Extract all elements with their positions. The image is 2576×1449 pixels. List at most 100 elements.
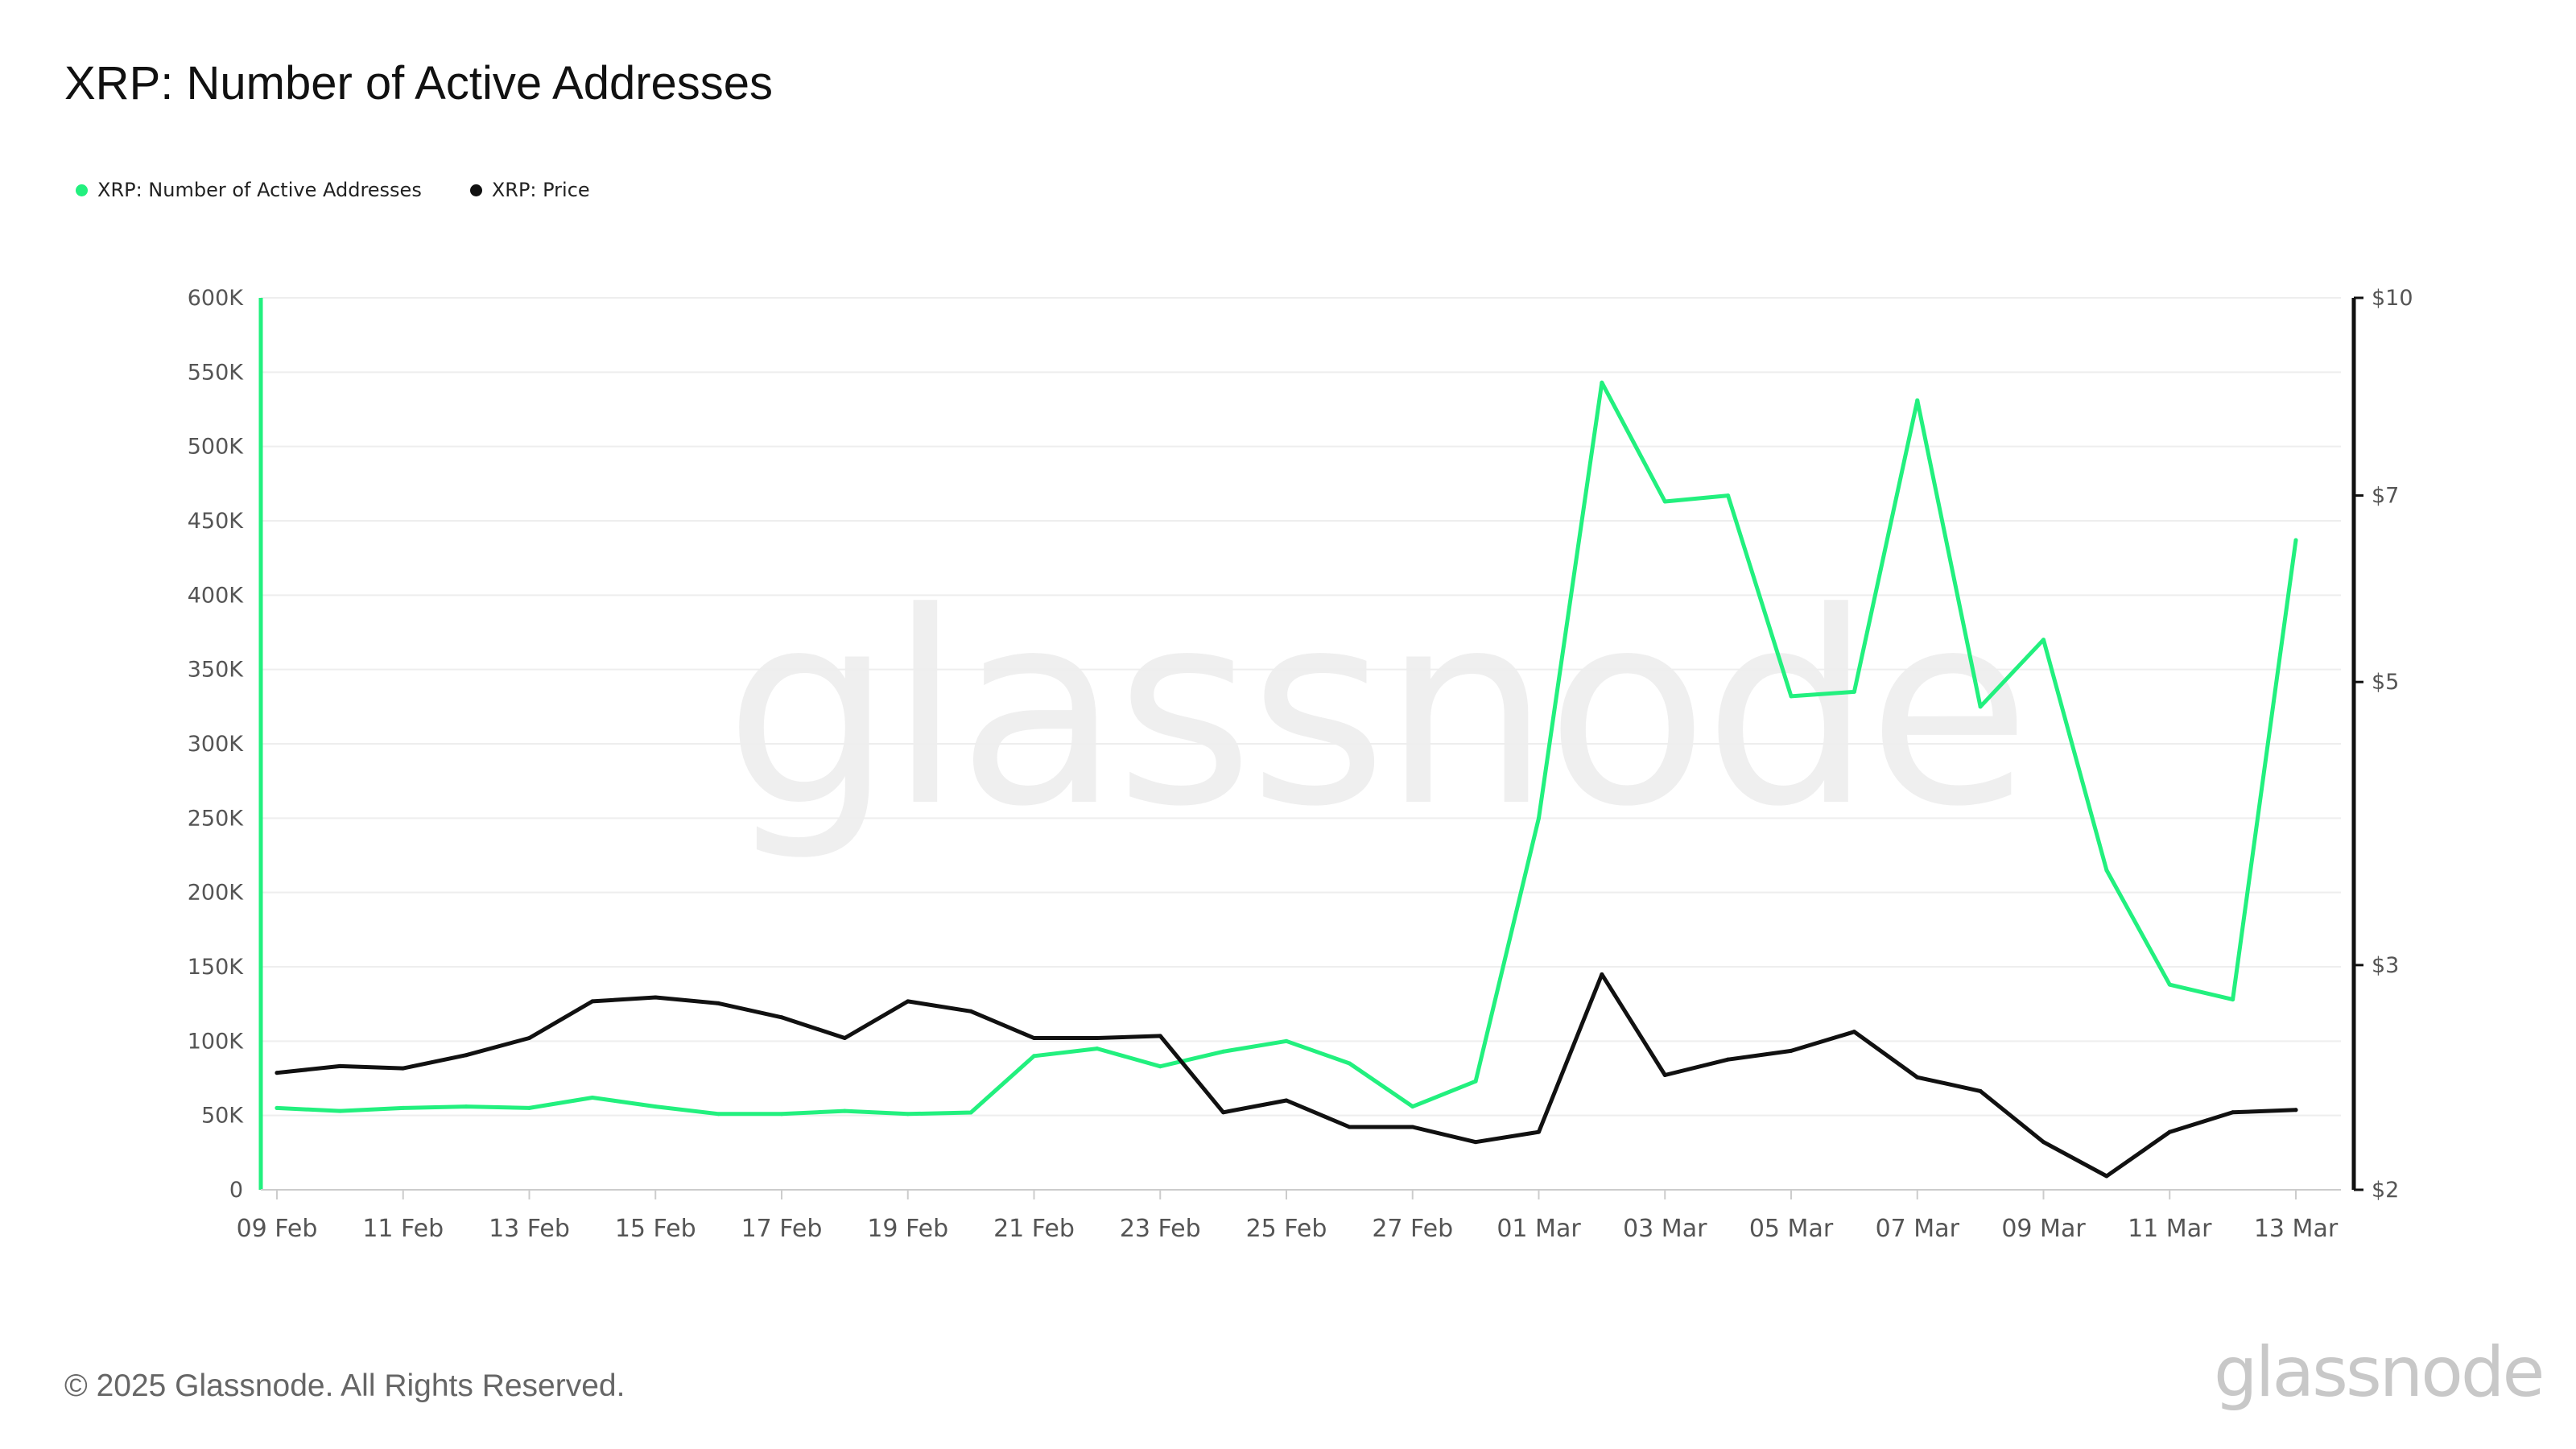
copyright-footer: © 2025 Glassnode. All Rights Reserved. xyxy=(64,1368,625,1403)
x-tick-label: 09 Mar xyxy=(2001,1215,2086,1243)
price-data-point xyxy=(1600,972,1604,976)
legend-label-active-addresses: XRP: Number of Active Addresses xyxy=(97,179,422,201)
active-addresses-data-point xyxy=(2293,538,2298,543)
x-tick-label: 27 Feb xyxy=(1372,1215,1453,1243)
price-data-point xyxy=(1410,1125,1415,1129)
price-data-point xyxy=(2104,1174,2109,1179)
active-addresses-data-point xyxy=(1789,694,1794,699)
price-data-point xyxy=(779,1015,784,1020)
x-tick-label: 13 Feb xyxy=(489,1215,570,1243)
y-left-tick-label: 250K xyxy=(188,806,245,831)
y-left-tick-label: 300K xyxy=(188,732,245,757)
active-addresses-data-point xyxy=(1410,1104,1415,1109)
y-left-tick-label: 400K xyxy=(188,583,245,608)
active-addresses-data-point xyxy=(906,1112,910,1117)
x-tick-label: 07 Mar xyxy=(1876,1215,1960,1243)
price-data-point xyxy=(527,1035,531,1040)
y-left-tick-label: 600K xyxy=(188,286,245,311)
price-data-point xyxy=(1662,1072,1667,1077)
x-tick-label: 01 Mar xyxy=(1496,1215,1581,1243)
active-addresses-data-point xyxy=(1537,815,1541,820)
price-data-point xyxy=(653,995,658,1000)
y-right-tick-label: $3 xyxy=(2372,953,2399,978)
active-addresses-data-point xyxy=(1347,1061,1352,1066)
active-addresses-data-point xyxy=(1978,704,1983,709)
x-tick-label: 11 Feb xyxy=(362,1215,444,1243)
price-data-point xyxy=(842,1035,847,1040)
price-data-point xyxy=(1537,1129,1541,1134)
active-addresses-data-point xyxy=(401,1105,406,1110)
price-data-point xyxy=(590,999,595,1004)
legend-item-price[interactable]: XRP: Price xyxy=(469,179,590,201)
active-addresses-data-point xyxy=(275,1105,279,1110)
x-tick-label: 17 Feb xyxy=(741,1215,823,1243)
price-data-point xyxy=(906,999,910,1004)
price-data-point xyxy=(1221,1110,1226,1115)
active-addresses-data-point xyxy=(653,1104,658,1109)
active-addresses-data-point xyxy=(337,1108,342,1113)
price-data-point xyxy=(1473,1140,1478,1145)
x-tick-label: 23 Feb xyxy=(1120,1215,1201,1243)
legend: XRP: Number of Active Addresses XRP: Pri… xyxy=(76,179,590,201)
active-addresses-data-point xyxy=(779,1112,784,1117)
price-data-point xyxy=(1347,1125,1352,1129)
glassnode-logo: glassnode xyxy=(2214,1332,2545,1413)
price-data-point xyxy=(2041,1140,2046,1145)
active-addresses-data-point xyxy=(2041,638,2046,642)
x-tick-label: 03 Mar xyxy=(1623,1215,1707,1243)
glassnode-watermark: glassnode xyxy=(724,555,2031,865)
price-data-point xyxy=(1095,1035,1100,1040)
price-data-point xyxy=(1032,1035,1036,1040)
x-tick-label: 13 Mar xyxy=(2254,1215,2339,1243)
active-addresses-data-point xyxy=(2104,868,2109,873)
price-data-point xyxy=(1852,1030,1856,1034)
active-addresses-data-point xyxy=(842,1108,847,1113)
y-left-tick-label: 550K xyxy=(188,360,245,385)
y-left-tick-label: 500K xyxy=(188,435,245,460)
price-data-point xyxy=(464,1053,469,1058)
active-addresses-data-point xyxy=(968,1110,973,1115)
price-data-point xyxy=(2167,1129,2172,1134)
y-left-tick-label: 100K xyxy=(188,1029,245,1054)
active-addresses-series-line xyxy=(275,380,2298,1117)
active-addresses-data-point xyxy=(1095,1046,1100,1051)
x-tick-label: 25 Feb xyxy=(1246,1215,1327,1243)
price-data-point xyxy=(716,1001,721,1005)
y-left-tick-label: 450K xyxy=(188,509,245,534)
price-data-point xyxy=(1284,1098,1289,1103)
active-addresses-data-point xyxy=(1662,499,1667,504)
legend-item-active-addresses[interactable]: XRP: Number of Active Addresses xyxy=(76,179,422,201)
x-tick-label: 15 Feb xyxy=(615,1215,696,1243)
active-addresses-data-point xyxy=(1915,398,1920,402)
price-data-point xyxy=(1726,1057,1731,1062)
active-addresses-data-point xyxy=(1221,1049,1226,1054)
price-data-point xyxy=(1158,1034,1162,1038)
active-addresses-data-point xyxy=(464,1104,469,1109)
active-addresses-data-point xyxy=(1158,1064,1162,1069)
x-tick-label: 11 Mar xyxy=(2128,1215,2212,1243)
price-data-point xyxy=(2231,1110,2235,1115)
price-data-point xyxy=(1978,1088,1983,1093)
legend-dot-active-addresses xyxy=(76,184,88,196)
series-group xyxy=(275,380,2298,1179)
y-left-tick-label: 50K xyxy=(201,1104,244,1129)
active-addresses-data-point xyxy=(590,1096,595,1100)
price-data-point xyxy=(1789,1048,1794,1053)
active-addresses-data-point xyxy=(1600,380,1604,385)
legend-dot-price xyxy=(469,184,482,196)
active-addresses-data-point xyxy=(1852,689,1856,694)
y-right-tick-label: $7 xyxy=(2372,484,2399,509)
legend-label-price: XRP: Price xyxy=(491,179,590,201)
y-right-tick-label: $10 xyxy=(2372,286,2413,311)
active-addresses-data-point xyxy=(716,1112,721,1117)
x-tick-label: 19 Feb xyxy=(867,1215,948,1243)
x-axis: 09 Feb 11 Feb 13 Feb 15 Feb 17 Feb 19 Feb 21 F… xyxy=(237,1189,2341,1243)
price-data-point xyxy=(275,1071,279,1075)
active-addresses-data-point xyxy=(527,1105,531,1110)
active-addresses-data-point xyxy=(1726,493,1731,498)
price-data-point xyxy=(2293,1108,2298,1113)
x-tick-label: 21 Feb xyxy=(993,1215,1075,1243)
active-addresses-data-point xyxy=(1473,1079,1478,1084)
active-addresses-data-point xyxy=(2231,997,2235,1002)
y-left-tick-label: 350K xyxy=(188,658,245,683)
